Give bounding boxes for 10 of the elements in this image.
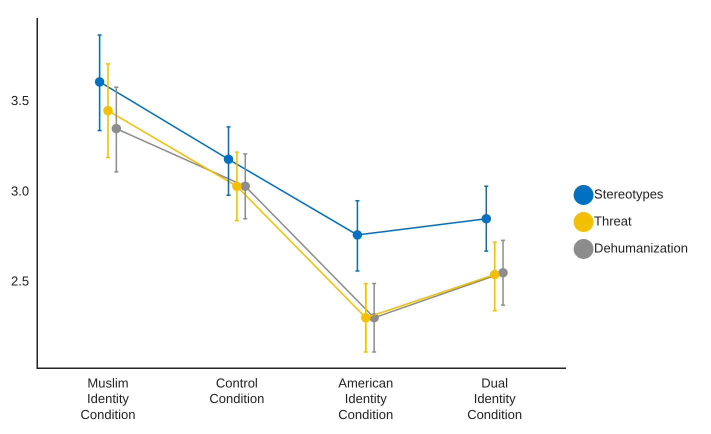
- y-tick-label: 3.0: [10, 183, 30, 198]
- x-tick-label: Muslim Identity Condition: [80, 376, 136, 422]
- y-tick-label: 3.5: [10, 93, 30, 108]
- legend-label: Stereotypes: [594, 186, 664, 202]
- y-tick-label: 2.5: [10, 273, 30, 288]
- legend-label: Dehumanization: [594, 240, 688, 256]
- legend-label: Threat: [594, 214, 632, 229]
- x-tick-label: Dual Identity Condition: [467, 376, 522, 422]
- x-tick-label: Control Condition: [209, 376, 264, 406]
- x-tick-label: American Identity Condition: [338, 376, 394, 422]
